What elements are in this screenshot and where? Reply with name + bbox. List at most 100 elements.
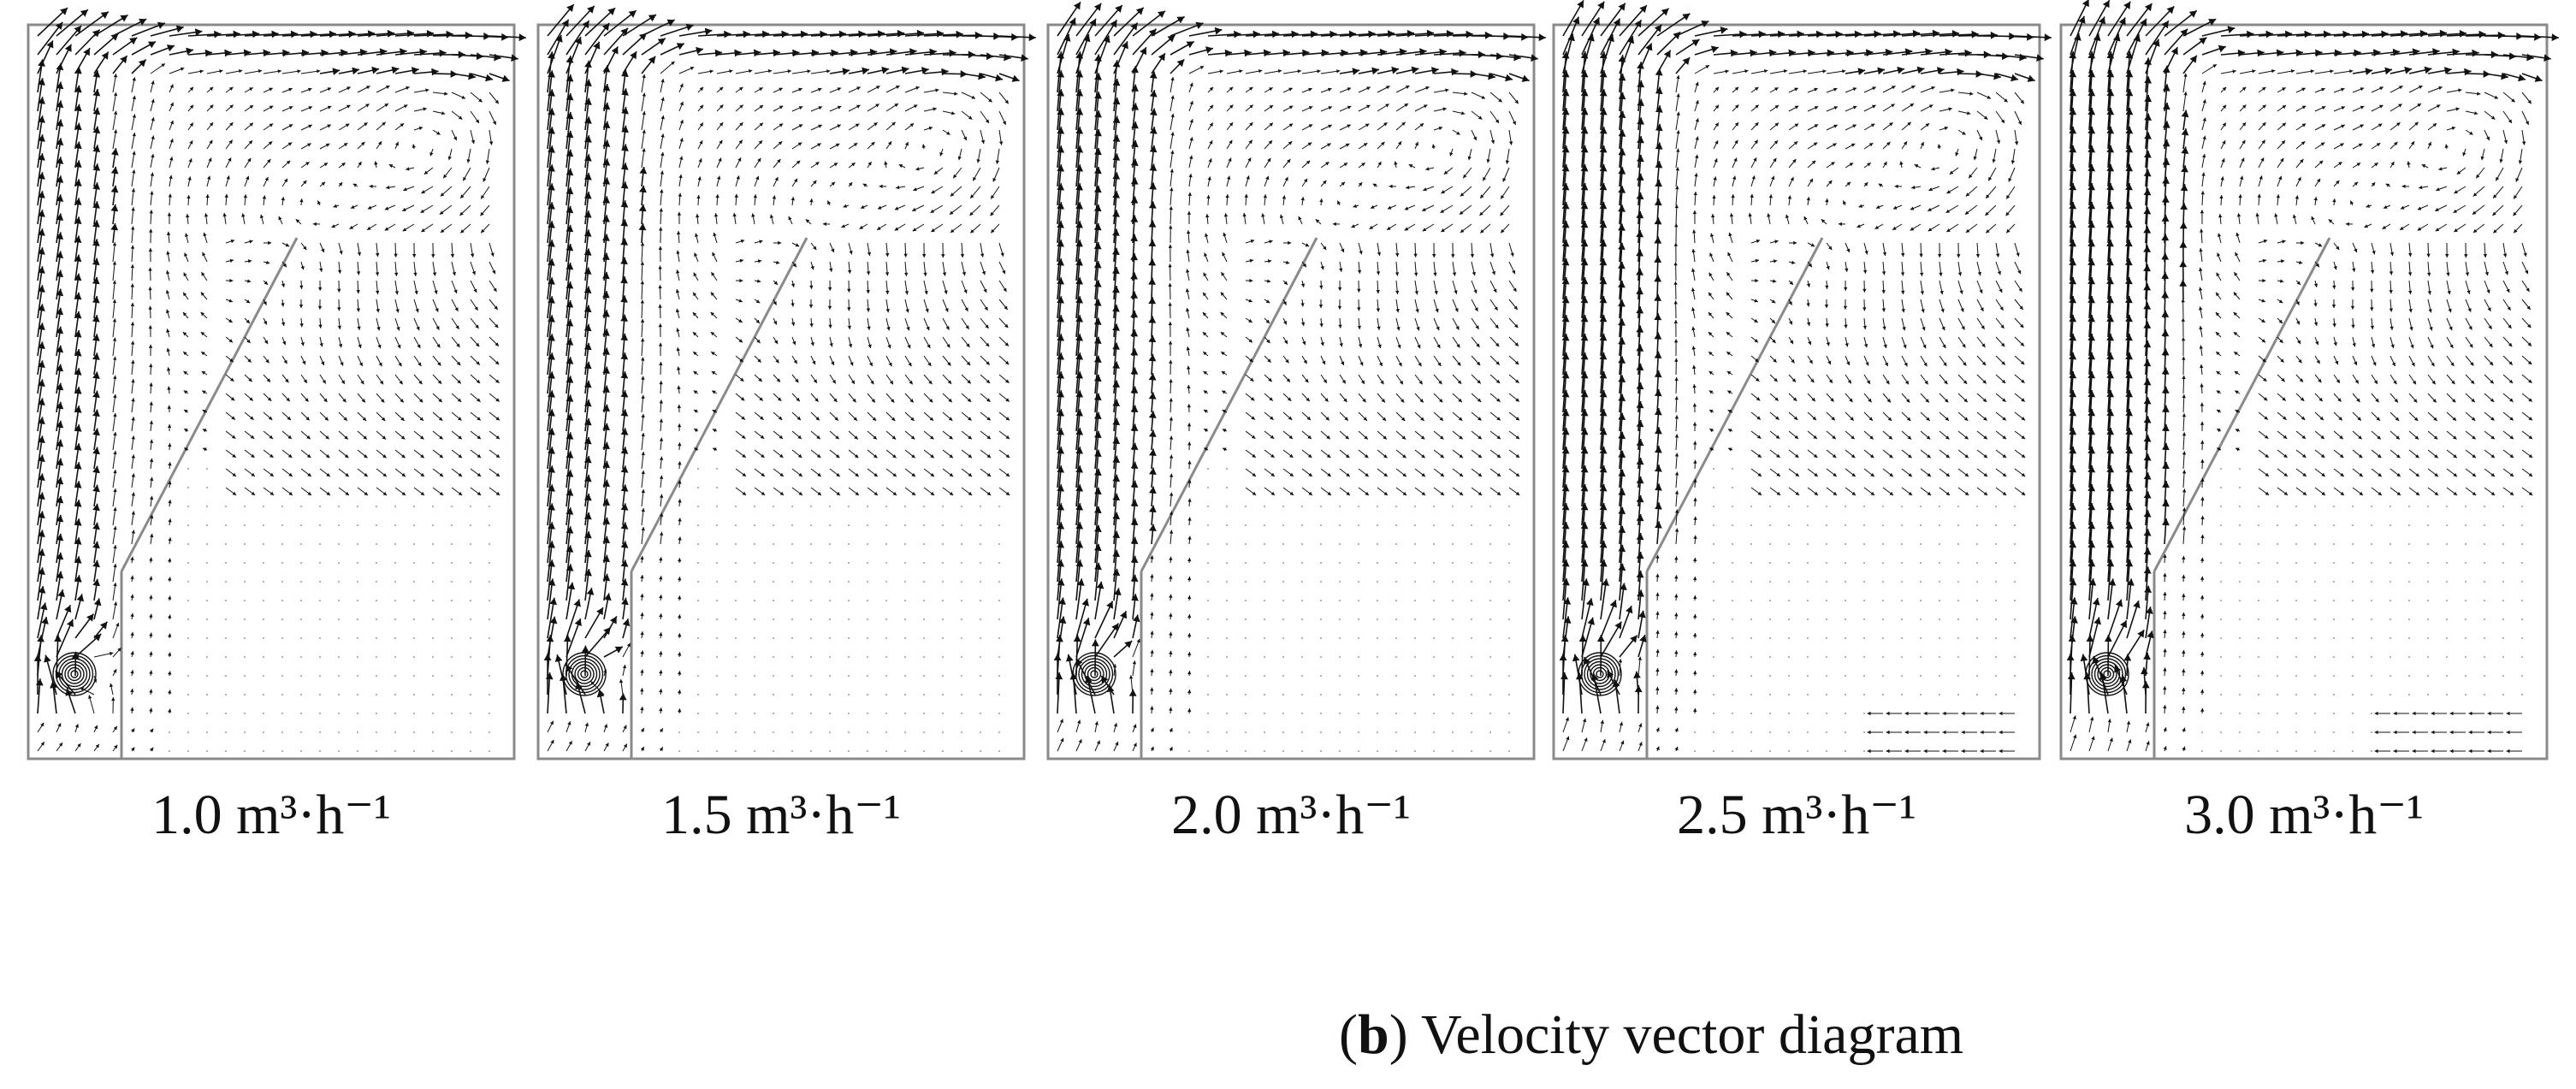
vector-arrowhead bbox=[712, 429, 717, 433]
vector-dot bbox=[413, 750, 415, 752]
vector-arrowhead bbox=[1477, 398, 1482, 402]
vector-arrowhead bbox=[1075, 559, 1084, 567]
vector-arrowhead bbox=[1130, 234, 1138, 242]
vector-arrowhead bbox=[337, 288, 341, 293]
vector-arrowhead bbox=[1092, 639, 1099, 647]
vector-arrowhead bbox=[151, 135, 155, 139]
vector-dot bbox=[1358, 600, 1359, 601]
vector-dot bbox=[942, 581, 944, 583]
vector-dot bbox=[1508, 581, 1510, 583]
vector-arrowhead bbox=[1454, 290, 1458, 294]
vector-arrowhead bbox=[56, 364, 64, 372]
vector-arrowhead bbox=[308, 124, 312, 128]
vector-arrowhead bbox=[471, 270, 476, 275]
vector-arrowhead bbox=[1187, 404, 1191, 408]
vector-arrowhead bbox=[56, 533, 64, 542]
vector-arrowhead bbox=[603, 627, 611, 636]
vector-arrowhead bbox=[1288, 416, 1293, 420]
vector-arrowhead bbox=[648, 15, 656, 22]
vector-arrowhead bbox=[202, 252, 206, 257]
vector-arrowhead bbox=[269, 435, 273, 439]
vector-arrowhead bbox=[862, 67, 869, 75]
vector-arrowhead bbox=[318, 324, 323, 328]
vector-dot bbox=[413, 562, 415, 564]
vector-arrowhead bbox=[1484, 31, 1492, 39]
vector-arrowhead bbox=[659, 362, 663, 365]
vector-arrowhead bbox=[620, 219, 629, 227]
vector-dot bbox=[376, 694, 377, 695]
vector-dot bbox=[281, 562, 283, 564]
vector-arrowhead bbox=[921, 67, 929, 74]
vector-arrowhead bbox=[477, 472, 482, 476]
vector-dot bbox=[1339, 618, 1341, 620]
vector-arrowhead bbox=[901, 66, 909, 74]
vector-arrowhead bbox=[583, 399, 592, 407]
vector-arrowhead bbox=[891, 417, 896, 421]
vector-arrowhead bbox=[1288, 435, 1293, 439]
vector-arrowhead bbox=[620, 27, 628, 36]
vector-dot bbox=[773, 562, 774, 564]
vector-arrowhead bbox=[757, 358, 761, 363]
vector-dot bbox=[923, 675, 925, 677]
vector-arrowhead bbox=[930, 209, 935, 213]
vector-arrowhead bbox=[131, 454, 135, 459]
vector-arrowhead bbox=[204, 213, 209, 217]
vector-dot bbox=[489, 581, 490, 583]
vector-dot bbox=[1414, 656, 1416, 658]
vector-dot bbox=[1452, 656, 1454, 658]
vector-arrowhead bbox=[395, 309, 400, 313]
vector-arrowhead bbox=[333, 204, 337, 208]
vector-arrowhead bbox=[1057, 465, 1064, 473]
vector-arrowhead bbox=[436, 344, 441, 348]
inclined-baffle bbox=[1140, 237, 1318, 572]
vector-arrowhead bbox=[423, 107, 427, 111]
vector-arrowhead bbox=[1515, 379, 1519, 383]
vector-arrowhead bbox=[659, 475, 664, 479]
vector-arrowhead bbox=[382, 454, 387, 459]
vector-dot bbox=[1282, 543, 1284, 545]
vector-arrowhead bbox=[54, 635, 62, 642]
vector-dot bbox=[244, 675, 246, 677]
vector-arrowhead bbox=[205, 194, 210, 198]
vector-arrowhead bbox=[907, 344, 911, 349]
vector-arrowhead bbox=[1077, 578, 1085, 586]
vector-arrowhead bbox=[740, 377, 744, 382]
vector-arrowhead bbox=[620, 163, 629, 170]
vector-arrowhead bbox=[92, 522, 100, 530]
vector-dot bbox=[451, 656, 453, 658]
vector-arrowhead bbox=[1112, 228, 1120, 236]
vector-arrowhead bbox=[306, 435, 311, 440]
vector-arrowhead bbox=[1170, 77, 1175, 81]
vector-dot bbox=[1207, 600, 1209, 601]
vector-arrowhead bbox=[861, 204, 865, 209]
vector-arrowhead bbox=[230, 397, 235, 401]
vector-dot bbox=[1358, 524, 1359, 526]
vector-arrowhead bbox=[1124, 641, 1133, 648]
vector-arrowhead bbox=[1057, 352, 1064, 360]
vector-dot bbox=[1358, 656, 1359, 658]
vector-arrowhead bbox=[1458, 398, 1462, 403]
vector-arrowhead bbox=[1114, 588, 1122, 595]
vector-arrowhead bbox=[1170, 187, 1174, 192]
vector-arrowhead bbox=[1300, 322, 1306, 326]
vector-dot bbox=[923, 581, 925, 583]
vector-arrowhead bbox=[57, 589, 65, 597]
vector-arrowhead bbox=[346, 86, 351, 91]
vector-arrowhead bbox=[704, 27, 713, 36]
vector-dot bbox=[942, 637, 944, 639]
vector-arrowhead bbox=[168, 671, 172, 675]
vector-dot bbox=[697, 713, 699, 714]
vector-dot bbox=[980, 675, 981, 677]
vector-arrowhead bbox=[1075, 127, 1084, 134]
vector-arrowhead bbox=[787, 69, 791, 74]
inlet-vortex bbox=[52, 652, 97, 696]
vector-arrowhead bbox=[827, 305, 832, 310]
vector-arrowhead bbox=[1203, 370, 1207, 375]
vector-arrowhead bbox=[287, 416, 291, 421]
vector-arrowhead bbox=[966, 343, 970, 347]
vector-arrowhead bbox=[692, 332, 697, 336]
vector-arrowhead bbox=[229, 278, 234, 283]
vector-dot bbox=[885, 637, 887, 639]
vector-dot bbox=[1414, 543, 1416, 545]
vector-arrowhead bbox=[660, 133, 665, 138]
